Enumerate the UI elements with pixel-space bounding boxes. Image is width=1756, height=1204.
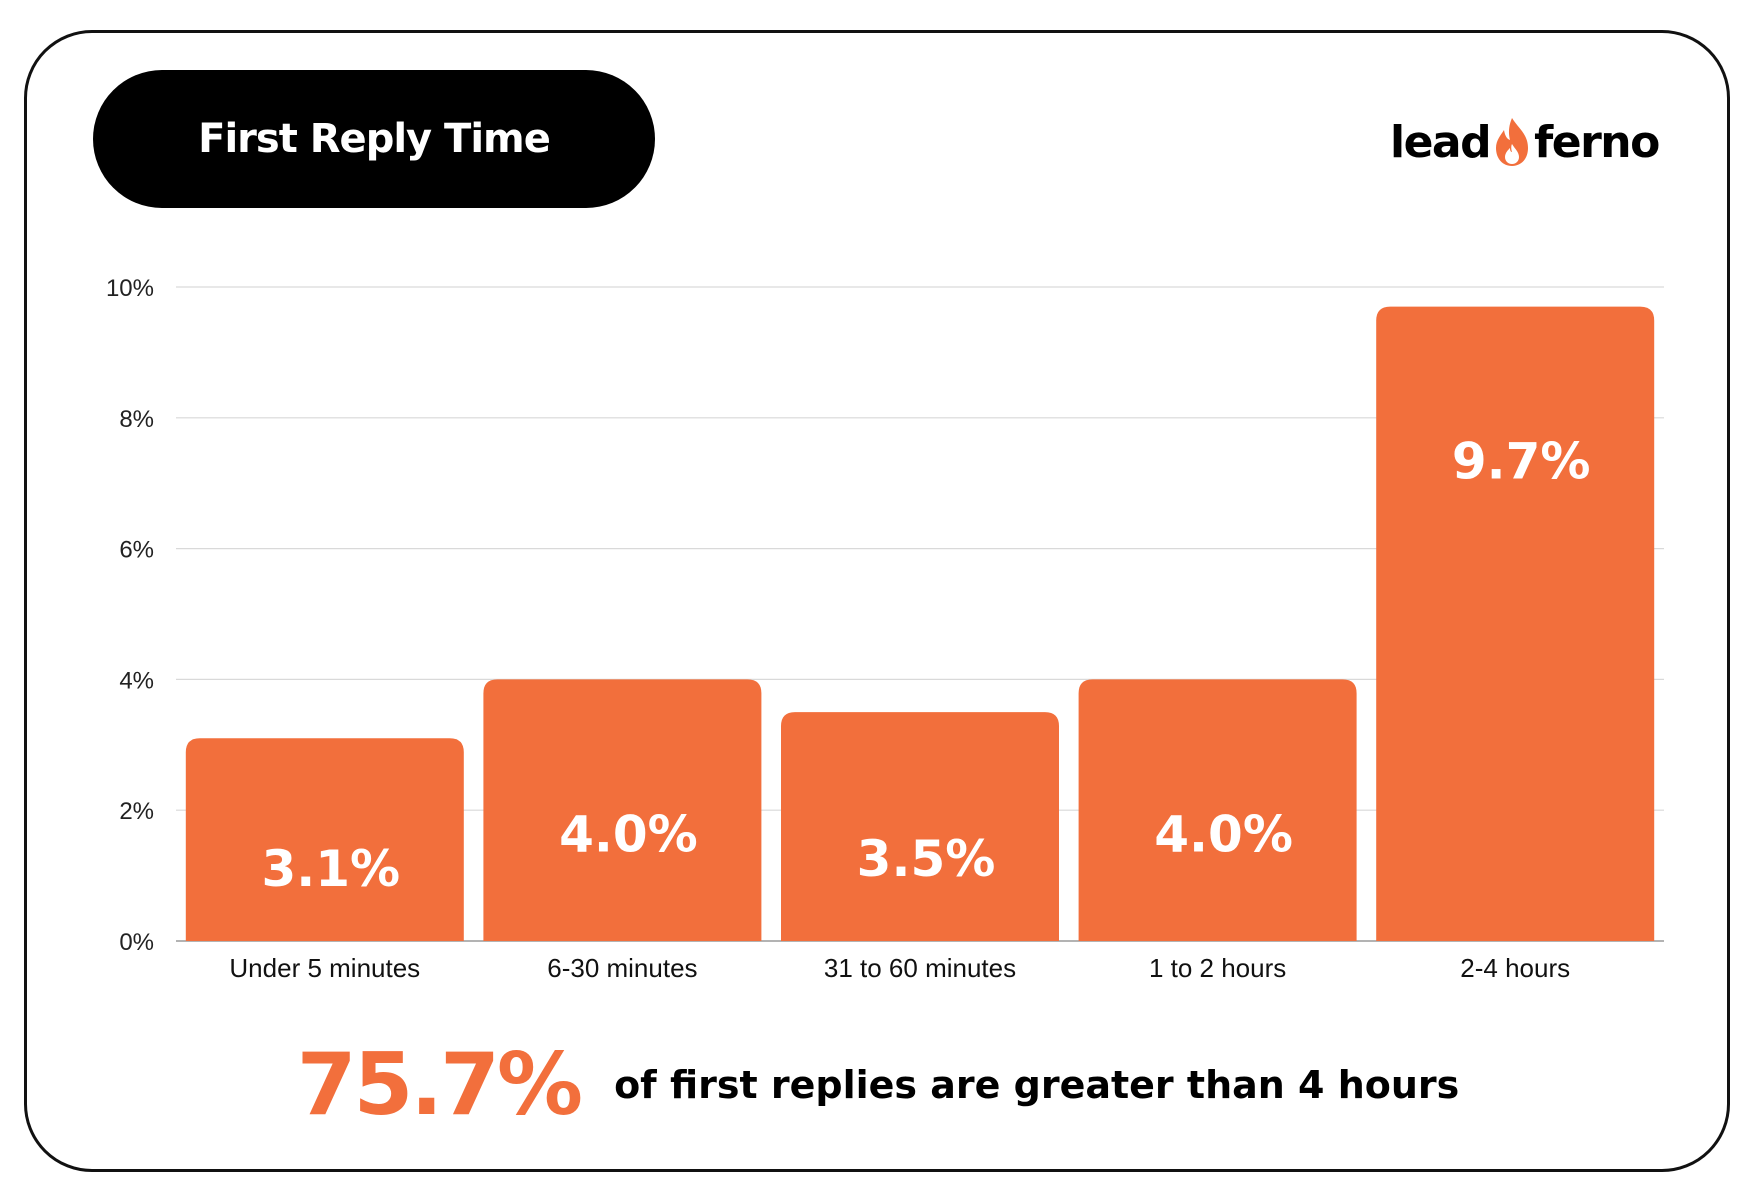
bar-data-label: 3.1% — [261, 840, 400, 898]
y-tick-label: 0% — [119, 929, 154, 956]
x-tick-label: 2-4 hours — [1460, 953, 1570, 983]
bar — [483, 679, 762, 941]
y-tick-label: 8% — [119, 406, 154, 433]
leadferno-logo: lead ferno — [1390, 112, 1660, 172]
chart-title: First Reply Time — [93, 70, 655, 208]
bar — [781, 712, 1059, 941]
x-tick-label: 6-30 minutes — [547, 953, 697, 983]
bar-data-label: 3.5% — [857, 830, 996, 888]
bar — [185, 738, 464, 941]
bar-data-label: 4.0% — [1154, 805, 1293, 863]
x-tick-label: Under 5 minutes — [229, 953, 420, 983]
y-tick-label: 10% — [106, 275, 154, 302]
bar — [1376, 306, 1655, 941]
logo-text-right: ferno — [1534, 116, 1660, 168]
logo-text-left: lead — [1390, 116, 1492, 168]
x-tick-label: 31 to 60 minutes — [824, 953, 1016, 983]
summary-footer: 75.7% of first replies are greater than … — [0, 1030, 1756, 1140]
bar-data-label: 9.7% — [1452, 433, 1591, 491]
summary-stat: 75.7% — [296, 1035, 583, 1135]
y-tick-label: 6% — [119, 537, 154, 564]
bar-data-label: 4.0% — [559, 805, 698, 863]
x-tick-label: 1 to 2 hours — [1149, 953, 1286, 983]
y-tick-label: 2% — [119, 798, 154, 825]
summary-text: of first replies are greater than 4 hour… — [614, 1063, 1460, 1107]
bar — [1078, 679, 1357, 941]
y-tick-label: 4% — [119, 667, 154, 694]
flame-icon — [1496, 118, 1529, 166]
